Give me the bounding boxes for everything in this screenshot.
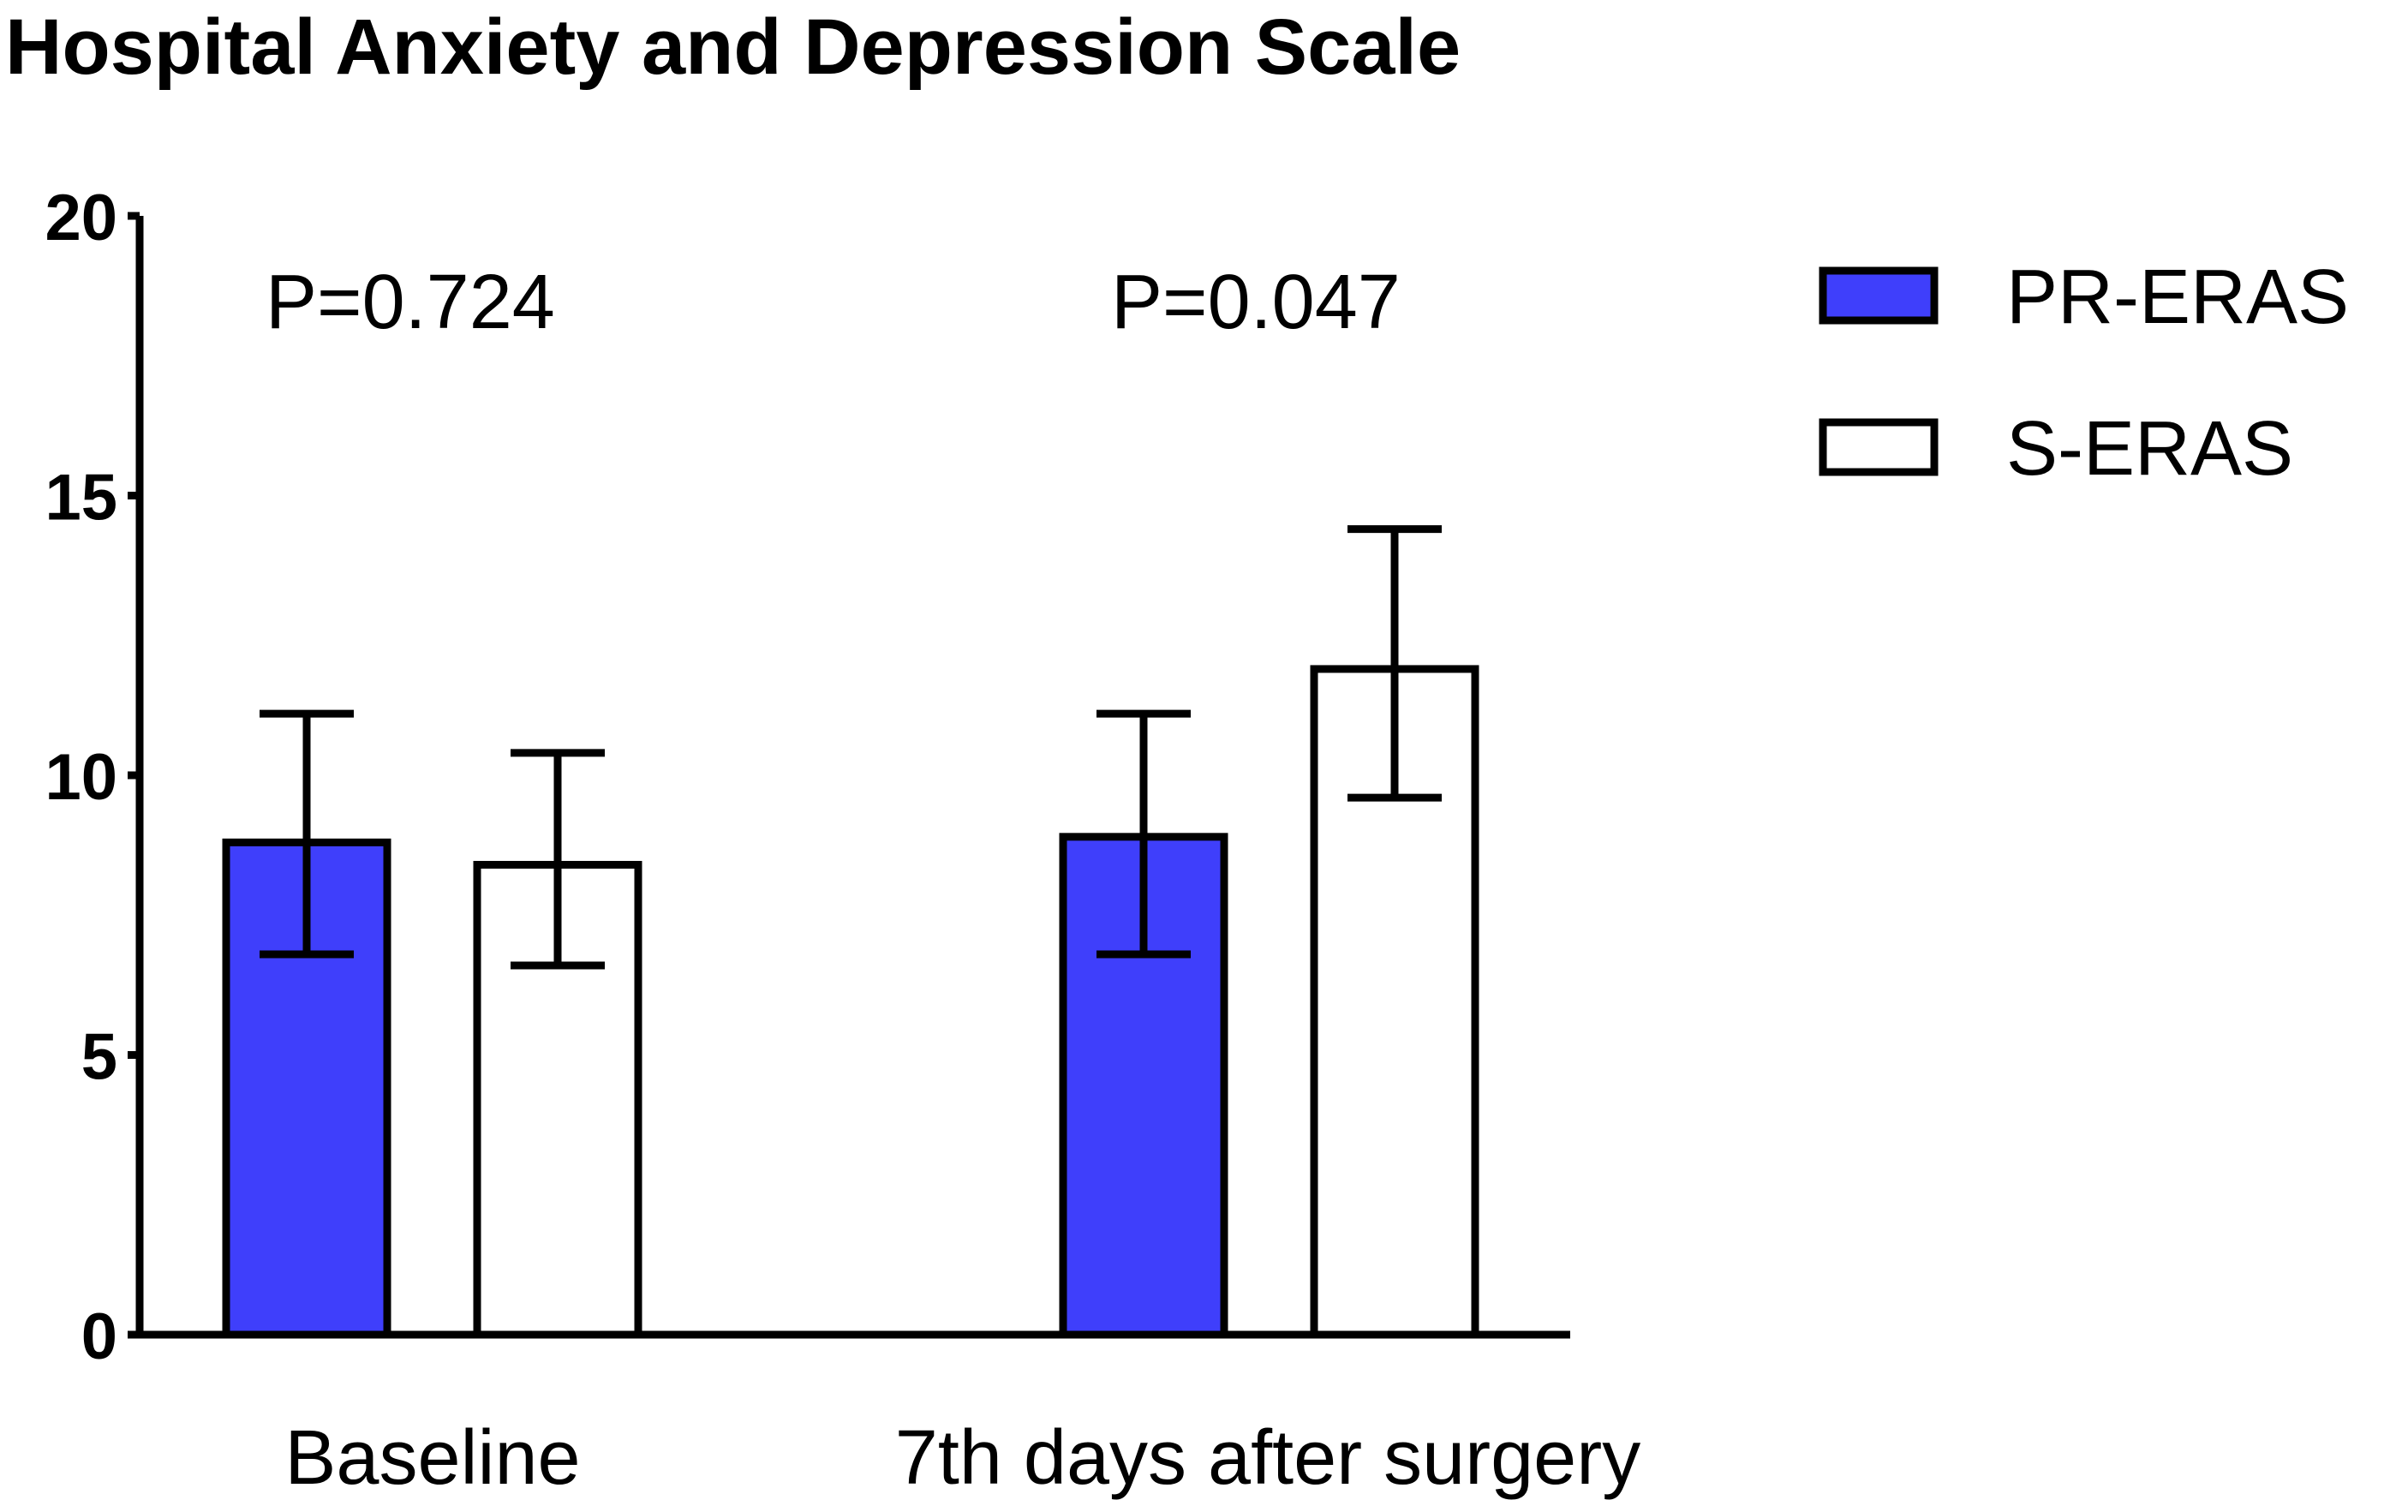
- y-tick-label: 0: [81, 1300, 117, 1373]
- p-value-annotation: P=0.047: [1111, 260, 1401, 345]
- x-category-label: Baseline: [284, 1415, 580, 1501]
- legend-swatch-pr-eras: [1819, 266, 1939, 325]
- legend-label: S-ERAS: [2006, 406, 2293, 492]
- annotations-group: P=0.724 P=0.047: [266, 260, 1401, 345]
- x-axis: Baseline 7th days after surgery: [135, 1330, 1640, 1501]
- y-tick-label: 10: [45, 741, 117, 814]
- legend-swatch-s-eras: [1819, 418, 1939, 476]
- bars-group: [222, 665, 1479, 1339]
- y-tick-label: 5: [81, 1021, 117, 1094]
- error-bars-group: [260, 525, 1442, 970]
- legend: PR-ERAS S-ERAS: [1819, 254, 2349, 492]
- x-category-label: 7th days after surgery: [895, 1415, 1640, 1501]
- chart-title: Hospital Anxiety and Depression Scale: [5, 3, 1461, 91]
- legend-label: PR-ERAS: [2006, 254, 2349, 340]
- y-axis: 0 5 10 15 20: [45, 182, 144, 1373]
- p-value-annotation: P=0.724: [266, 260, 555, 345]
- y-tick-label: 15: [45, 462, 117, 535]
- y-tick-label: 20: [45, 182, 117, 254]
